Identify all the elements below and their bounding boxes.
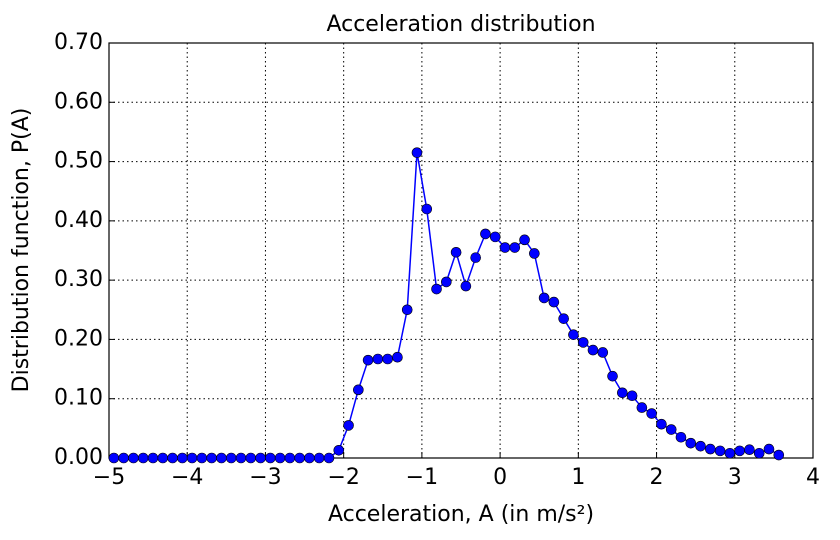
data-point <box>137 452 149 464</box>
x-tick-label: 0 <box>493 465 507 490</box>
data-point <box>274 452 286 464</box>
data-point <box>304 452 315 464</box>
data-point <box>724 447 736 459</box>
x-tick-label: 4 <box>806 465 820 490</box>
data-point <box>392 351 403 363</box>
data-point <box>382 353 393 365</box>
data-point <box>489 231 501 243</box>
data-point <box>196 452 208 464</box>
data-point <box>450 246 462 258</box>
data-point <box>597 347 609 358</box>
data-point <box>245 452 257 464</box>
data-point <box>538 292 550 304</box>
data-point <box>225 452 237 464</box>
y-tick-label: 0.30 <box>54 267 103 292</box>
y-tick-label: 0.70 <box>54 30 103 55</box>
x-tick-label: −5 <box>93 465 125 490</box>
data-point <box>206 452 217 464</box>
data-point <box>353 384 364 396</box>
data-point <box>744 444 755 456</box>
data-point <box>519 234 530 246</box>
x-tick-label: 3 <box>728 465 742 490</box>
x-tick-label: −3 <box>249 465 281 490</box>
x-tick-label: 2 <box>650 465 664 490</box>
data-point <box>284 452 296 464</box>
data-point <box>441 276 452 288</box>
data-point <box>626 390 638 402</box>
data-point <box>509 242 521 253</box>
data-point <box>147 452 159 464</box>
y-tick-label: 0.20 <box>54 326 103 351</box>
data-point <box>617 387 628 399</box>
plot-frame <box>108 42 814 459</box>
data-point <box>577 337 589 348</box>
y-tick-label: 0.00 <box>54 445 103 470</box>
data-point <box>186 452 198 464</box>
data-point <box>323 452 335 464</box>
data-point <box>294 452 305 464</box>
data-point <box>636 402 648 413</box>
data-point <box>646 408 657 419</box>
data-point <box>421 203 433 215</box>
data-point <box>568 329 579 340</box>
x-axis-label: Acceleration, A (in m/s²) <box>328 502 594 527</box>
data-point <box>343 420 354 431</box>
data-point <box>167 452 178 464</box>
y-axis-label: Distribution function, P(A) <box>9 108 34 393</box>
data-point <box>548 296 560 308</box>
x-tick-label: −1 <box>406 465 438 490</box>
data-point <box>255 452 266 464</box>
y-tick-label: 0.60 <box>54 89 103 114</box>
x-tick-label: −2 <box>327 465 359 490</box>
data-point <box>313 452 325 464</box>
data-point <box>665 424 677 435</box>
data-point <box>118 452 129 464</box>
data-point <box>216 452 227 464</box>
data-point <box>763 443 775 455</box>
data-point <box>460 280 472 292</box>
data-point <box>235 452 247 464</box>
data-point <box>411 147 423 158</box>
x-tick-label: −4 <box>171 465 203 490</box>
data-point <box>177 452 188 464</box>
y-tick-label: 0.50 <box>54 149 103 174</box>
data-point <box>714 445 726 457</box>
data-point <box>108 452 120 464</box>
data-point <box>401 304 413 316</box>
data-point <box>480 228 491 240</box>
data-point <box>753 447 765 459</box>
data-point <box>333 444 345 456</box>
data-point <box>362 354 374 366</box>
data-point <box>656 418 667 430</box>
data-point <box>587 344 599 356</box>
data-point <box>558 313 569 324</box>
chart-title: Acceleration distribution <box>326 12 595 37</box>
data-point <box>128 452 139 464</box>
data-point <box>499 242 511 253</box>
data-point <box>372 353 384 365</box>
data-point <box>529 248 540 259</box>
data-point <box>431 283 442 295</box>
y-tick-label: 0.40 <box>54 208 103 233</box>
x-tick-label: 1 <box>571 465 585 490</box>
y-tick-label: 0.10 <box>54 386 103 411</box>
data-point <box>773 449 785 461</box>
data-point <box>734 445 745 457</box>
data-point <box>675 431 687 443</box>
data-point <box>470 252 481 263</box>
data-point <box>265 452 276 464</box>
data-point <box>695 440 706 452</box>
data-point <box>157 452 169 464</box>
data-point <box>705 443 716 455</box>
data-point <box>607 370 618 382</box>
series-line <box>113 152 780 459</box>
data-point <box>685 437 697 449</box>
